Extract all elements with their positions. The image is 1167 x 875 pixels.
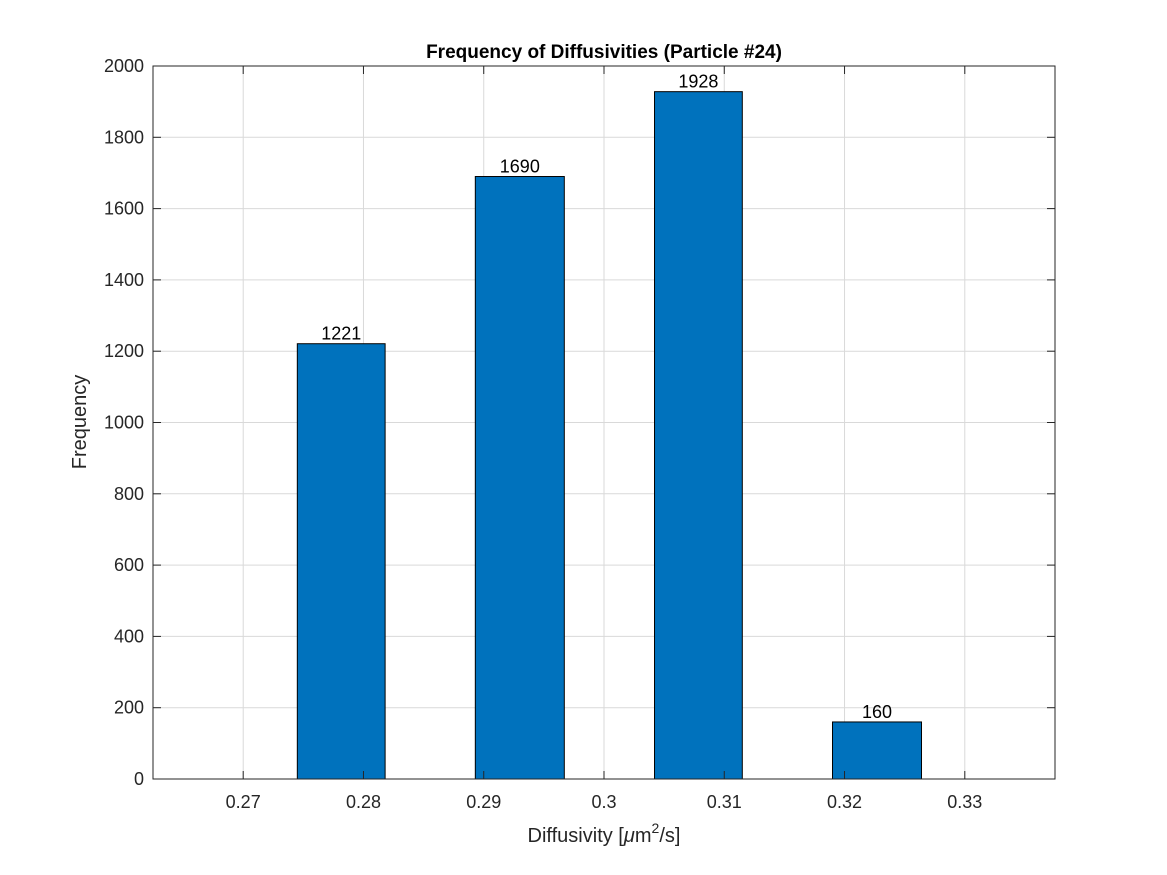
bar-value-labels: 1221 1690 1928 160 bbox=[321, 72, 892, 722]
y-tick-label: 1800 bbox=[104, 127, 144, 147]
x-tick-label: 0.27 bbox=[226, 792, 261, 812]
bar-value-label: 1928 bbox=[678, 72, 718, 92]
bars bbox=[296, 91, 923, 780]
y-tick-label: 1200 bbox=[104, 341, 144, 361]
y-tick-label: 1600 bbox=[104, 199, 144, 219]
y-tick-label: 400 bbox=[114, 626, 144, 646]
x-tick-label: 0.29 bbox=[466, 792, 501, 812]
x-tick-label: 0.3 bbox=[591, 792, 616, 812]
y-tick-label: 1400 bbox=[104, 270, 144, 290]
chart-title: Frequency of Diffusivities (Particle #24… bbox=[426, 42, 782, 63]
y-axis-label: Frequency bbox=[69, 375, 91, 470]
y-tick-label: 1000 bbox=[104, 413, 144, 433]
y-tick-label: 200 bbox=[114, 698, 144, 718]
x-tick-label: 0.31 bbox=[707, 792, 742, 812]
y-tick-label: 800 bbox=[114, 484, 144, 504]
x-axis-ticks: 0.27 0.28 0.29 0.3 0.31 0.32 0.33 bbox=[226, 66, 982, 812]
x-axis-label-unit: m bbox=[635, 825, 652, 847]
bar-value-label: 1221 bbox=[321, 324, 361, 344]
x-axis-label-exponent: 2 bbox=[652, 820, 660, 836]
y-tick-label: 600 bbox=[114, 555, 144, 575]
histogram-bar bbox=[654, 91, 743, 780]
histogram-bar bbox=[474, 176, 565, 780]
x-axis-label-suffix: /s] bbox=[659, 825, 680, 847]
histogram-bar bbox=[296, 343, 386, 780]
y-tick-label: 2000 bbox=[104, 56, 144, 76]
y-tick-label: 0 bbox=[134, 769, 144, 789]
x-tick-label: 0.33 bbox=[947, 792, 982, 812]
histogram-bar bbox=[832, 721, 923, 780]
x-axis-label: Diffusivity [μm2/s] bbox=[528, 820, 681, 847]
x-tick-label: 0.32 bbox=[827, 792, 862, 812]
y-axis-ticks: 0 200 400 600 800 1000 1200 1400 1600 1800 2000 bbox=[104, 56, 1055, 789]
x-tick-label: 0.28 bbox=[346, 792, 381, 812]
x-axis-label-mu: μ bbox=[623, 825, 635, 847]
bar-value-label: 160 bbox=[862, 702, 892, 722]
bar-value-label: 1690 bbox=[500, 157, 540, 177]
x-axis-label-prefix: Diffusivity [ bbox=[528, 825, 625, 847]
